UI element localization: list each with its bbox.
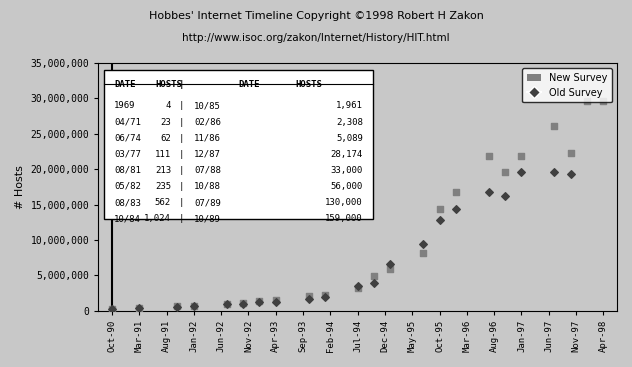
Point [435,206,445,212]
Text: 111: 111 [155,150,171,159]
Point [222,301,232,307]
Text: 07/89: 07/89 [194,198,221,207]
Point [599,98,609,104]
Point [549,123,559,129]
Point [238,301,248,306]
Text: |: | [179,150,184,159]
Point [320,294,330,299]
Point [353,285,363,291]
Text: 56,000: 56,000 [331,182,363,191]
Point [549,169,559,175]
Point [582,98,592,104]
Point [500,193,510,199]
Text: 1,961: 1,961 [336,101,363,110]
Text: 1,024: 1,024 [144,214,171,223]
Point [303,293,313,299]
Point [254,299,264,305]
Text: 62: 62 [160,134,171,143]
Text: 06/74: 06/74 [114,134,141,143]
Point [173,304,183,310]
Point [270,299,281,305]
Text: DATE: DATE [238,80,260,90]
Point [451,189,461,195]
Text: |: | [179,117,184,127]
Point [418,250,428,256]
Text: 07/88: 07/88 [194,166,221,175]
Text: 08/81: 08/81 [114,166,141,175]
Text: HOSTS: HOSTS [155,80,182,90]
Text: 03/77: 03/77 [114,150,141,159]
Point [134,305,144,311]
Text: |: | [179,214,184,223]
Text: 28,174: 28,174 [331,150,363,159]
Text: 11/86: 11/86 [194,134,221,143]
Point [435,217,445,222]
Text: 562: 562 [155,198,171,207]
Text: Hobbes' Internet Timeline Copyright ©1998 Robert H Zakon: Hobbes' Internet Timeline Copyright ©199… [149,11,483,21]
Point [173,304,183,309]
Text: 02/86: 02/86 [194,117,221,127]
Point [134,305,144,311]
Point [222,301,232,307]
Text: |: | [179,182,184,191]
Text: 10/88: 10/88 [194,182,221,191]
Text: |: | [179,166,184,175]
Text: 33,000: 33,000 [331,166,363,175]
Bar [104,70,374,219]
Text: 04/71: 04/71 [114,117,141,127]
Point [566,171,576,177]
Text: 235: 235 [155,182,171,191]
Legend: New Survey, Old Survey: New Survey, Old Survey [521,68,612,102]
Text: 05/82: 05/82 [114,182,141,191]
Text: 10/89: 10/89 [194,214,221,223]
Text: DATE: DATE [114,80,135,90]
Text: 213: 213 [155,166,171,175]
Point [189,303,199,309]
Text: 10/84: 10/84 [114,214,141,223]
Text: |: | [179,101,184,110]
Text: 4: 4 [166,101,171,110]
Point [107,306,117,312]
Point [516,170,526,175]
Y-axis label: # Hosts: # Hosts [15,165,25,209]
Point [320,292,330,298]
Text: 159,000: 159,000 [325,214,363,223]
Text: |: | [179,134,184,143]
Point [418,241,428,247]
Point [270,297,281,303]
Point [189,303,199,309]
Point [107,306,117,312]
Point [500,170,510,175]
Text: 23: 23 [160,117,171,127]
Text: 10/85: 10/85 [194,101,221,110]
Point [566,150,576,156]
Text: 5,089: 5,089 [336,134,363,143]
Point [483,189,494,195]
Point [353,283,363,289]
Point [303,296,313,302]
Text: 1969: 1969 [114,101,135,110]
Point [516,153,526,159]
Text: |: | [179,80,184,90]
Text: 130,000: 130,000 [325,198,363,207]
Text: HOSTS: HOSTS [295,80,322,90]
Text: http://www.isoc.org/zakon/Internet/History/HIT.html: http://www.isoc.org/zakon/Internet/Histo… [182,33,450,43]
Text: 08/83: 08/83 [114,198,141,207]
Point [369,280,379,286]
Text: 12/87: 12/87 [194,150,221,159]
Point [386,261,396,267]
Point [386,266,396,272]
Point [238,300,248,306]
Point [483,153,494,159]
Point [369,273,379,279]
Text: |: | [179,198,184,207]
Text: 2,308: 2,308 [336,117,363,127]
Point [254,298,264,304]
Point [451,206,461,212]
